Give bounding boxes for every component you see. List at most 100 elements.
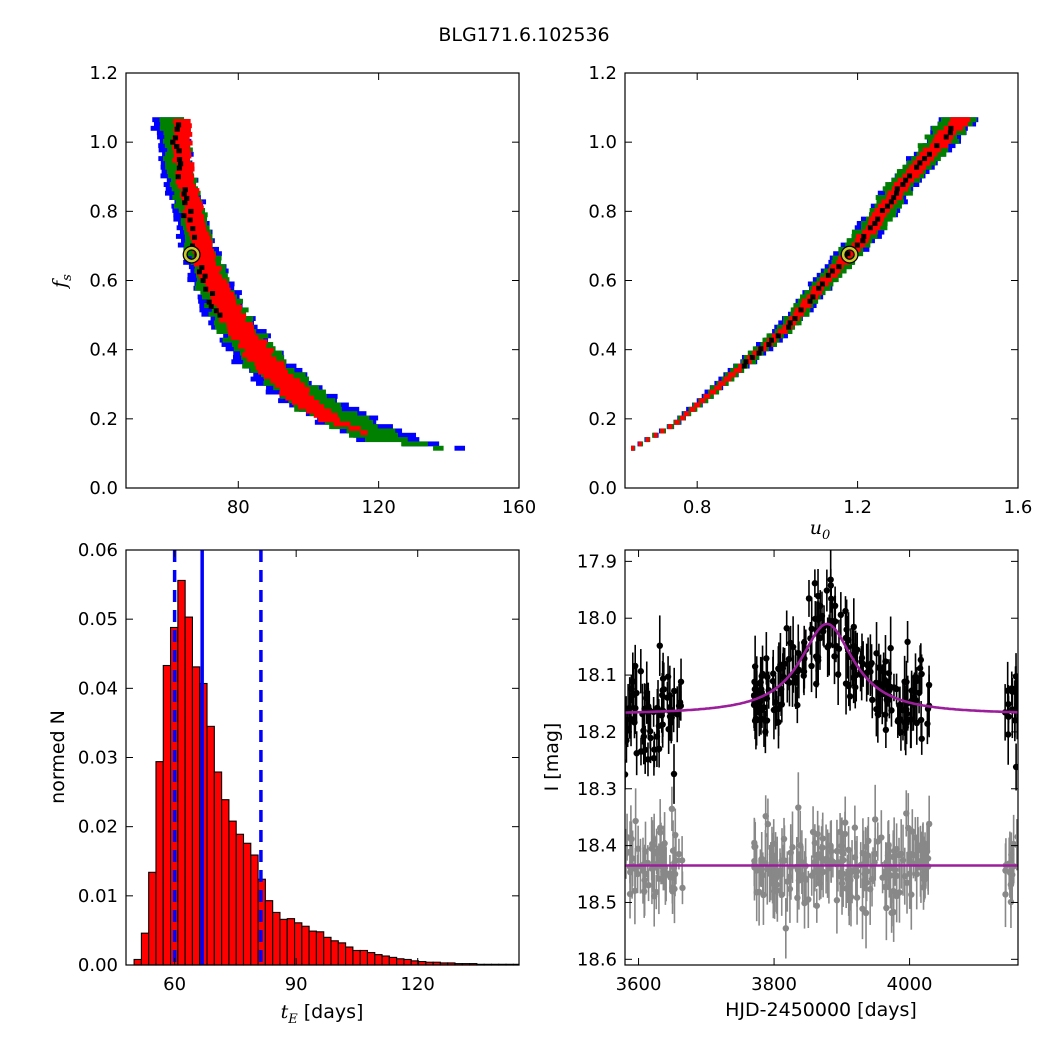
data-point — [833, 897, 841, 904]
heatmap-cell-red — [181, 188, 200, 194]
data-point — [677, 702, 684, 710]
y-tick-label: 0.05 — [78, 609, 118, 630]
heatmap-cell-black — [200, 278, 206, 283]
heatmap-cell-red — [177, 183, 196, 189]
data-point — [630, 691, 637, 698]
histogram-bar — [272, 911, 281, 966]
data-point — [626, 890, 634, 898]
heatmap-cell-red — [801, 298, 813, 304]
heatmap-cell-red — [175, 170, 194, 176]
x-tick-label: 90 — [285, 974, 308, 995]
heatmap-cell-black — [192, 234, 198, 240]
data-point — [1005, 731, 1012, 738]
heatmap-cell-red — [689, 406, 696, 412]
heatmap-cell-black — [786, 324, 792, 330]
y-tick-label: 18.3 — [577, 779, 617, 800]
y-axis-label: I [mag] — [541, 723, 563, 792]
heatmap-cell-red — [709, 389, 717, 395]
data-point — [869, 696, 876, 704]
heatmap-cell-black — [743, 359, 749, 365]
heatmap-cell-red — [176, 175, 195, 181]
histogram-bar — [293, 922, 303, 966]
data-point — [795, 666, 803, 674]
data-point — [813, 902, 820, 909]
x-tick-label: 80 — [227, 497, 250, 518]
heatmap-cell-red — [694, 402, 701, 408]
heatmap-cell-red — [932, 138, 952, 144]
heatmap-cell-red — [210, 296, 236, 302]
heatmap-cell-red — [683, 411, 690, 417]
data-point — [789, 844, 796, 851]
heatmap-cell-red — [191, 244, 213, 250]
heatmap-cell-red — [246, 356, 277, 362]
data-point — [751, 839, 758, 847]
heatmap-cell-black — [792, 316, 798, 322]
data-point — [779, 665, 787, 672]
heatmap-cell-black — [860, 238, 866, 244]
model-curve-0 — [625, 622, 1018, 714]
heatmap-cell-red — [645, 437, 650, 443]
heatmap-cell-black — [807, 298, 813, 304]
data-point — [845, 682, 853, 690]
data-point — [632, 662, 639, 670]
heatmap-cell-black — [907, 173, 913, 179]
data-point — [846, 693, 854, 700]
histogram-bar — [140, 932, 150, 966]
data-point — [764, 865, 771, 873]
heatmap-cell-red — [192, 248, 215, 254]
panel-lightcurve: 3600 3800 4000 17.9 18.0 18.1 18.2 18.3 18.4 18.5… — [541, 549, 1019, 1021]
data-point — [924, 720, 931, 727]
panel-tE-histogram: 60 90 120 0.00 0.01 0.02 0.03 0.04 0.05 0.06 norme… — [47, 540, 520, 1027]
data-point — [817, 868, 825, 875]
histogram-bar — [250, 854, 259, 966]
data-point — [867, 661, 874, 669]
data-point — [835, 645, 843, 652]
heatmap-cell-red — [871, 212, 887, 218]
heatmap-cell-red — [176, 162, 195, 168]
heatmap-cell-red — [175, 179, 194, 185]
data-point — [644, 756, 652, 763]
heatmap-cell-red — [174, 123, 192, 129]
heatmap-cell-red — [948, 121, 968, 127]
data-point — [800, 672, 807, 679]
data-point — [893, 845, 900, 853]
heatmap-cell-red — [184, 201, 203, 207]
data-point — [814, 656, 821, 663]
heatmap-cell-red — [216, 304, 242, 310]
panel-u0-fs: 0.8 1.2 1.6 0.0 0.2 0.4 0.6 0.8 1.0 1.2 u0 — [588, 63, 1032, 543]
data-point — [915, 689, 923, 697]
heatmap-cell-red — [660, 428, 665, 434]
data-point — [896, 701, 904, 709]
heatmap-cell-red — [196, 270, 220, 276]
heatmap-cell-black — [174, 144, 180, 149]
axis-label: tE [days] — [281, 1001, 364, 1027]
heatmap-cell-red — [638, 441, 642, 447]
heatmap-cell-red — [184, 205, 204, 211]
heatmap-cell-red — [173, 153, 192, 159]
data-point — [664, 694, 671, 701]
data-point — [763, 717, 771, 724]
x-tick-label: 1.2 — [843, 497, 872, 518]
data-point — [925, 681, 933, 689]
heatmap-cell-red — [255, 365, 286, 371]
heatmap-cell-black — [184, 195, 190, 201]
heatmap-cell-red — [297, 404, 325, 410]
heatmap-cell-black — [836, 264, 842, 270]
heatmap-cell-red — [211, 300, 237, 306]
y-tick-label: 1.0 — [89, 132, 118, 153]
heatmap-cell-black — [741, 363, 747, 369]
heatmap-cell-red — [176, 166, 195, 172]
heatmap-cell-black — [217, 312, 223, 318]
y-axis-label: normed N — [47, 710, 69, 804]
heatmap-cell-black — [749, 354, 755, 360]
histogram-bar — [308, 930, 317, 966]
y-tick-label: 0.06 — [78, 540, 118, 561]
data-point — [897, 850, 905, 858]
axis-label: u0 — [810, 517, 831, 543]
data-point — [672, 857, 680, 864]
heatmap-cell-red — [230, 335, 259, 341]
heatmap-cell-black — [798, 307, 804, 313]
heatmap-cell-black — [182, 200, 188, 206]
data-point — [660, 868, 667, 875]
data-point — [881, 676, 889, 684]
